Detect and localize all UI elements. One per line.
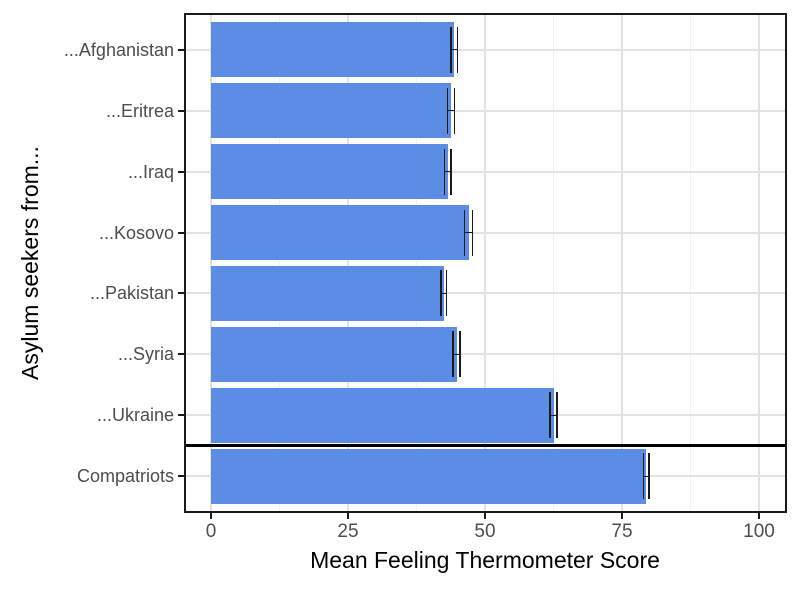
errorbar-syria-cap-low: [452, 331, 454, 378]
errorbar-eritrea-range: [447, 109, 455, 112]
gridline-x-50: [484, 13, 486, 513]
x-tick-label-25: 25: [337, 521, 359, 542]
errorbar-eritrea-cap-low: [446, 87, 449, 134]
bar-ukraine: [211, 387, 554, 443]
errorbar-ukraine-range: [550, 414, 557, 417]
x-tick-label-100: 100: [743, 521, 775, 542]
y-tick-label-ukraine: ...Ukraine: [96, 405, 174, 426]
gridline-y-syria: [184, 353, 787, 356]
plot-panel: [184, 13, 787, 513]
errorbar-ukraine-cap-low: [549, 392, 551, 439]
errorbar-compatriots-cap-low: [642, 453, 645, 500]
gridline-y-iraq: [184, 170, 787, 173]
y-tick-ukraine: [178, 414, 184, 417]
x-tick-25: [347, 513, 349, 519]
y-tick-label-kosovo: ...Kosovo: [98, 222, 174, 243]
gridline-x-minor-37.5: [416, 13, 417, 513]
gridline-y-pakistan: [184, 292, 787, 295]
y-tick-label-eritrea: ...Eritrea: [105, 100, 174, 121]
errorbar-syria-cap-high: [459, 331, 461, 378]
errorbar-pakistan-cap-high: [445, 270, 448, 317]
errorbar-afghanistan-cap-low: [450, 26, 452, 73]
bar-eritrea: [211, 83, 452, 139]
errorbar-ukraine-cap-high: [556, 392, 558, 439]
gridline-y-eritrea: [184, 109, 787, 112]
x-tick-100: [758, 513, 760, 519]
y-tick-eritrea: [178, 109, 184, 112]
errorbar-afghanistan-cap-high: [456, 26, 459, 73]
y-tick-label-pakistan: ...Pakistan: [89, 283, 174, 304]
y-tick-label-syria: ...Syria: [117, 344, 174, 365]
x-tick-0: [210, 513, 212, 519]
errorbar-compatriots-cap-high: [648, 453, 650, 500]
y-tick-iraq: [178, 170, 184, 173]
x-tick-label-50: 50: [474, 521, 496, 542]
errorbar-kosovo-cap-high: [471, 209, 474, 256]
x-tick-75: [621, 513, 623, 519]
gridline-x-0: [210, 13, 212, 513]
gridline-x-75: [621, 13, 623, 513]
errorbar-iraq-range: [444, 170, 451, 173]
y-tick-syria: [178, 353, 184, 356]
bar-afghanistan: [211, 22, 455, 78]
errorbar-pakistan-range: [441, 292, 447, 295]
y-tick-label-afghanistan: ...Afghanistan: [63, 39, 174, 60]
group-separator-line: [184, 444, 787, 448]
bar-compatriots: [211, 448, 647, 504]
gridline-x-minor-12.5: [279, 13, 280, 513]
errorbar-afghanistan-range: [451, 48, 458, 51]
y-tick-afghanistan: [178, 48, 184, 51]
gridline-x-minor-87.5: [690, 13, 691, 513]
y-tick-label-iraq: ...Iraq: [127, 161, 174, 182]
errorbar-pakistan-cap-low: [440, 270, 442, 317]
gridline-y-kosovo: [184, 231, 787, 234]
errorbar-compatriots-range: [643, 475, 649, 478]
errorbar-eritrea-cap-high: [453, 87, 456, 134]
gridline-x-25: [347, 13, 349, 513]
errorbar-iraq-cap-high: [450, 148, 452, 195]
errorbar-kosovo-range: [464, 231, 473, 234]
errorbar-syria-range: [453, 353, 460, 356]
x-tick-50: [484, 513, 486, 519]
gridline-x-100: [758, 13, 760, 513]
x-axis-title: Mean Feeling Thermometer Score: [310, 547, 660, 573]
y-tick-compatriots: [178, 475, 184, 478]
bar-pakistan: [211, 265, 444, 321]
bar-kosovo: [211, 205, 469, 260]
x-tick-label-0: 0: [205, 521, 217, 542]
gridline-x-minor-62.5: [553, 13, 554, 513]
x-tick-label-75: 75: [611, 521, 633, 542]
gridline-y-afghanistan: [184, 48, 787, 51]
errorbar-kosovo-cap-low: [463, 209, 466, 256]
bar-syria: [211, 326, 457, 382]
y-tick-label-compatriots: Compatriots: [76, 466, 174, 487]
errorbar-iraq-cap-low: [443, 148, 446, 195]
y-tick-pakistan: [178, 292, 184, 295]
y-tick-kosovo: [178, 231, 184, 234]
bar-iraq: [211, 144, 448, 200]
